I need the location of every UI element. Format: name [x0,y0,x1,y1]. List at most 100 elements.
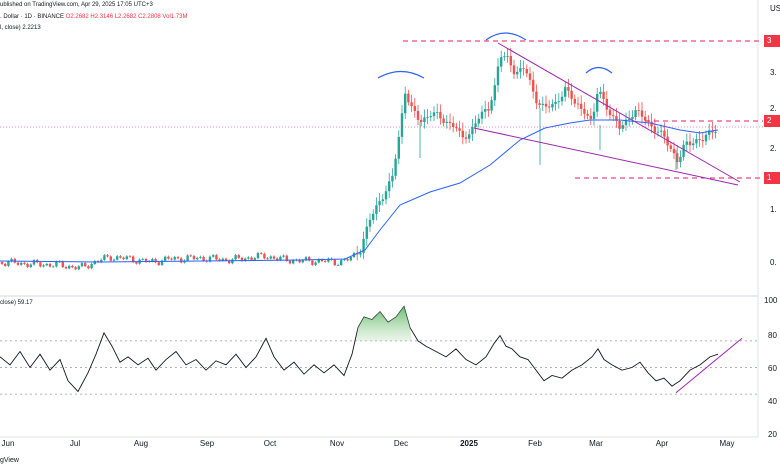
rsi-line [0,305,719,393]
candle-body [186,255,189,261]
rsi-tick-label: 40 [768,397,777,406]
candle-body [560,96,564,102]
level-badge-3: 3 [764,35,780,47]
candle-body [509,56,512,66]
candle-body [266,258,269,260]
candle-body [464,137,468,139]
candle-body [311,260,314,265]
candle-body [541,103,544,105]
candle-body [528,73,532,80]
candle-body [151,258,154,262]
candle-body [144,258,148,262]
candle-body [208,256,212,262]
candle-body [164,256,167,261]
candle-body [10,258,13,262]
candle-body [650,121,653,127]
candle-body [551,104,554,108]
candle-body [320,259,324,262]
candle-body [160,260,164,265]
candle-body [263,253,266,259]
candle-body [71,265,74,268]
candle-body [180,258,183,263]
candle-body [512,65,516,75]
candle-body [496,66,500,86]
candle-body [128,256,132,258]
candle-body [416,110,420,120]
candle-body [228,260,231,264]
candle-body [132,256,135,263]
candle-body [170,258,173,260]
rsi-overbought-fill [356,306,412,341]
level-badge-1: 1 [764,172,780,184]
candle-body [52,266,55,268]
candle-body [583,108,586,114]
candle-body [55,261,58,267]
candle-body [135,262,138,264]
candle-body [237,255,240,258]
x-tick-label: Nov [329,439,345,448]
candle-body [359,252,362,255]
candle-body [535,91,538,104]
candle-body [506,56,509,57]
candle-body [554,101,557,105]
candle-body [413,106,416,111]
candle-body [365,226,368,239]
x-tick-label: Jul [69,439,81,448]
candle-body [343,259,346,261]
candle-body [234,255,237,260]
candle-body [253,258,256,260]
candle-body [624,119,628,126]
candle-body [669,145,672,149]
candle-body [61,261,64,268]
candle-body [231,259,234,264]
candle-body [656,131,660,133]
axis-currency-label: US [770,4,780,13]
candle-body [615,116,618,121]
candle-body [116,256,119,260]
candle-body [471,127,474,135]
candle-body [282,255,285,257]
x-tick-label: Mar [589,439,603,448]
wedge-lower-line [473,127,739,186]
candle-body [397,136,400,159]
candle-body [448,121,452,124]
candle-body [256,253,260,259]
candle-body [532,79,535,92]
left-shoulder-arc [377,70,425,79]
candle-body [64,267,68,269]
candle-body [333,259,336,266]
candle-body [93,261,96,265]
candle-body [173,257,176,260]
candle-body [288,260,292,264]
ohlc-values: O2.2682 H2.3146 L2.2682 C2.2808 Vol1.73M [65,14,188,20]
candle-body [4,263,7,266]
candle-body [394,158,397,176]
candle-body [250,257,253,260]
x-tick-label: Sep [199,439,215,448]
candle-body [663,130,666,137]
candle-body [0,262,4,264]
candle-body [477,118,480,124]
candle-body [461,130,464,138]
candle-body [400,113,404,137]
x-tick-label: Feb [528,439,542,448]
candle-body [682,144,685,157]
candle-body [442,118,445,123]
candle-body [660,130,663,132]
candle-body [221,258,224,261]
candle-body [452,123,455,127]
head-arc [485,32,527,41]
candle-body [544,103,548,107]
candle-body [589,115,592,119]
candle-body [336,264,340,266]
candle-body [77,266,80,270]
candle-body [628,119,631,120]
candle-body [100,259,103,263]
candle-body [39,262,42,267]
candle-body [103,255,106,260]
candle-body [247,257,250,259]
candle-body [439,111,442,119]
wedge-upper-line [497,42,741,183]
candle-body [240,257,244,261]
